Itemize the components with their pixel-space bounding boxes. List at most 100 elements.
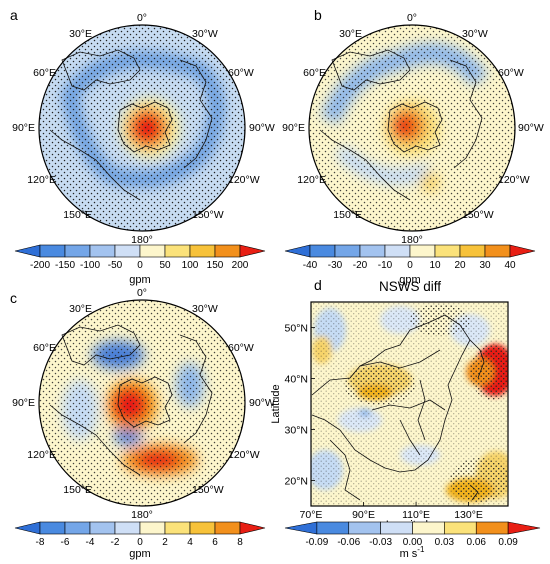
panel-d-colorbar: -0.09 -0.06 -0.03 0.00 0.03 0.06 0.09	[284, 521, 541, 548]
colorbar-segment	[239, 244, 266, 258]
lon-label: 60°W	[228, 342, 254, 354]
lon-label: 30°E	[69, 28, 92, 40]
colorbar-segment	[64, 521, 91, 535]
colorbar-segment	[409, 244, 436, 258]
colorbar-segment	[507, 521, 541, 535]
colorbar-tick-label: 0.09	[498, 537, 518, 548]
colorbar-tick-label: 2	[162, 537, 168, 548]
colorbar-segment	[459, 244, 486, 258]
colorbar-tick-label: -4	[86, 537, 95, 548]
colorbar-tick-label: 0	[137, 537, 143, 548]
colorbar-tick-label: -30	[328, 260, 343, 271]
colorbar-tick-label: 10	[429, 260, 441, 271]
y-tick-label: 30°N	[285, 425, 308, 437]
colorbar-tick-label: 20	[454, 260, 466, 271]
colorbar-segment	[64, 244, 91, 258]
colorbar-tick-label: -40	[303, 260, 318, 271]
y-tick-label: 50°N	[285, 323, 308, 335]
colorbar-tick-label: 0	[407, 260, 413, 271]
lon-label: 60°E	[33, 67, 56, 79]
lon-label: 30°W	[192, 28, 218, 40]
panel-d-label: d	[314, 277, 322, 293]
colorbar-tick-label: 0.00	[403, 537, 423, 548]
colorbar-segment	[164, 521, 191, 535]
lon-label: 120°E	[27, 449, 56, 461]
colorbar-segment	[89, 521, 116, 535]
panel-d-ylabel: Latitude	[270, 384, 282, 423]
lon-label: 120°W	[228, 449, 260, 461]
colorbar-segment	[384, 244, 411, 258]
lon-label: 90°W	[249, 122, 275, 134]
panel-c: c 0° 30°W 60°W 90°	[10, 287, 275, 560]
lon-label: 90°W	[249, 397, 275, 409]
colorbar-tick-label: -0.03	[369, 537, 392, 548]
colorbar-tick-label: 0	[137, 260, 143, 271]
colorbar-tick-label: -20	[353, 260, 368, 271]
panel-a-coastlines	[49, 49, 213, 201]
panel-a-colorbar-unit: gpm	[129, 274, 150, 286]
colorbar-segment	[239, 521, 266, 535]
lon-label: 180°	[401, 234, 423, 246]
lon-label: 90°E	[12, 397, 35, 409]
colorbar-segment	[89, 244, 116, 258]
lon-label: 150°E	[333, 209, 362, 221]
colorbar-segment	[444, 521, 477, 535]
panel-b-colorbar: -40 -30 -20 -10 0 10 20 30 40	[284, 244, 536, 271]
panel-a-label: a	[10, 7, 18, 23]
panel-a: a 0° 30°W 60°W 90°W 120°W 150°W 180°	[10, 7, 275, 286]
lon-label: 30°W	[192, 303, 218, 315]
colorbar-segment	[139, 244, 166, 258]
colorbar-segment	[334, 244, 361, 258]
colorbar-segment	[14, 521, 41, 535]
colorbar-tick-label: -100	[80, 260, 100, 271]
colorbar-unit-base: m s	[400, 548, 418, 560]
panel-c-field	[39, 300, 245, 506]
panel-c-boundary	[38, 299, 246, 507]
lon-label: 120°W	[498, 174, 530, 186]
colorbar-tick-label: 200	[232, 260, 249, 271]
panel-b-coastlines	[319, 49, 483, 201]
lon-label: 90°E	[12, 122, 35, 134]
colorbar-segment	[214, 244, 241, 258]
y-tick-label: 20°N	[285, 476, 308, 488]
colorbar-segment	[284, 521, 318, 535]
panel-c-label: c	[10, 290, 17, 306]
colorbar-tick-label: 0.03	[435, 537, 455, 548]
colorbar-segment	[359, 244, 386, 258]
x-tick-label: 90°E	[352, 509, 375, 521]
colorbar-segment	[139, 521, 166, 535]
panel-d-colorbar-unit: m s-1	[400, 545, 425, 560]
lon-label: 120°W	[228, 174, 260, 186]
colorbar-segment	[114, 244, 141, 258]
colorbar-tick-label: -6	[61, 537, 70, 548]
lon-label: 30°E	[69, 303, 92, 315]
colorbar-segment	[309, 244, 336, 258]
panel-b-field	[309, 25, 515, 231]
colorbar-tick-label: -0.09	[305, 537, 328, 548]
colorbar-tick-label: -8	[36, 537, 45, 548]
colorbar-tick-label: 40	[504, 260, 516, 271]
x-tick-label: 130°E	[454, 509, 483, 521]
colorbar-segment	[189, 521, 216, 535]
lon-label: 150°E	[63, 484, 92, 496]
colorbar-segment	[39, 521, 66, 535]
colorbar-tick-label: 8	[237, 537, 243, 548]
x-tick-label: 110°E	[402, 509, 430, 521]
colorbar-tick-label: 100	[182, 260, 199, 271]
colorbar-unit-exponent: -1	[417, 545, 425, 554]
colorbar-segment	[475, 521, 509, 535]
lon-label: 0°	[137, 12, 147, 24]
colorbar-tick-label: -200	[30, 260, 50, 271]
panel-b-colorbar-unit: gpm	[399, 274, 420, 286]
panel-c-lon-labels: 0° 30°W 60°W 90°W 120°W 150°W 180° 150°E…	[12, 287, 275, 521]
lon-label: 180°	[131, 509, 153, 521]
colorbar-segment	[316, 521, 350, 535]
lon-label: 30°E	[339, 28, 362, 40]
colorbar-segment	[214, 521, 241, 535]
lon-label: 150°W	[462, 209, 494, 221]
lon-label: 60°W	[228, 67, 254, 79]
panel-d-field	[311, 302, 508, 506]
lon-label: 120°E	[27, 174, 56, 186]
lon-label: 150°W	[192, 484, 224, 496]
colorbar-tick-label: -50	[108, 260, 123, 271]
